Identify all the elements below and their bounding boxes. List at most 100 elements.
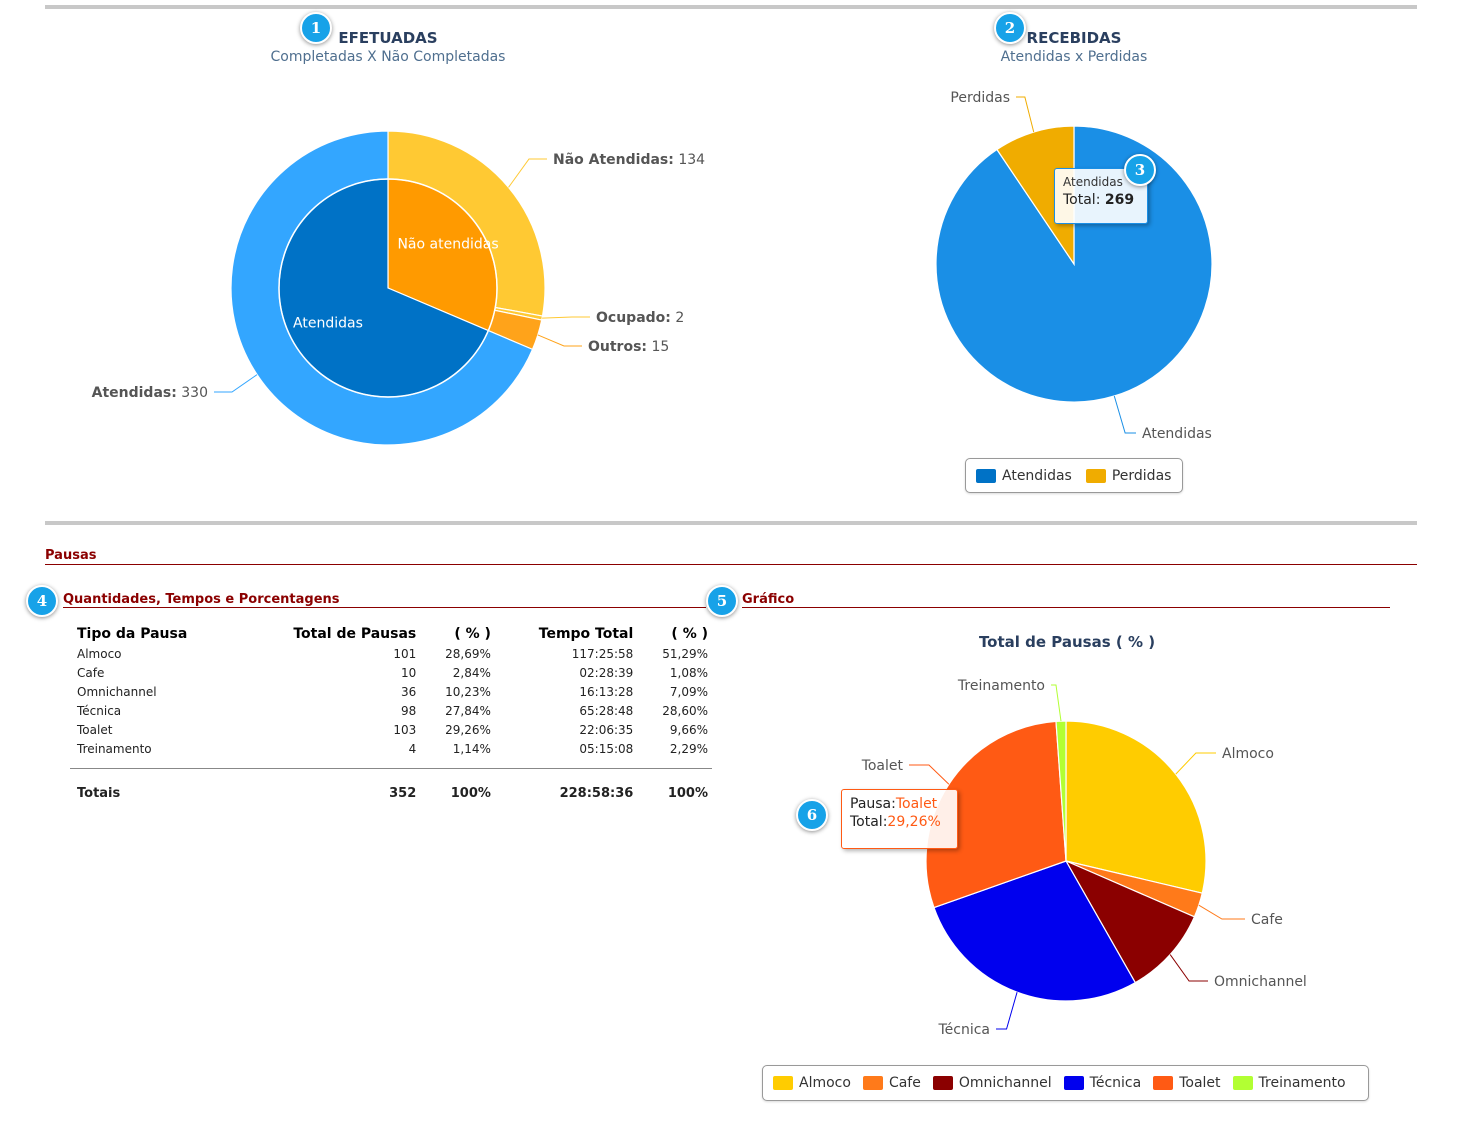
efetuadas-outer-label-atendidas: Atendidas: 330 xyxy=(92,385,208,401)
pausas-table-header: Tipo da Pausa Total de Pausas ( % ) Temp… xyxy=(70,624,712,644)
table-row: Toalet 103 29,26% 22:06:35 9,66% xyxy=(70,720,712,739)
efetuadas-subtitle: Completadas X Não Completadas xyxy=(270,49,506,65)
legend-swatch-atendidas xyxy=(976,468,996,483)
row-tipo: Toalet xyxy=(77,722,113,737)
row-total: 4 xyxy=(408,741,417,756)
legend-item-omnichannel[interactable]: Omnichannel xyxy=(932,1075,1052,1091)
row-tempo: 117:25:58 xyxy=(571,646,634,661)
legend-label-toalet: Toalet xyxy=(1179,1075,1221,1091)
pausas-label-almoco: Almoco xyxy=(1222,746,1274,762)
row-tipo: Omnichannel xyxy=(77,684,157,699)
table-section-title: Quantidades, Tempos e Porcentagens xyxy=(63,592,340,607)
row-pct: 2,84% xyxy=(452,665,491,680)
recebidas-subtitle: Atendidas x Perdidas xyxy=(1000,49,1148,65)
pausas-label-cafe: Cafe xyxy=(1251,912,1283,928)
pausas-slice-tecnica[interactable] xyxy=(933,860,1137,1002)
efetuadas-donut-chart: Não atendidas Atendidas Não Atendidas: 134… xyxy=(92,130,705,446)
pausas-tooltip-label2: Total: xyxy=(850,814,888,830)
table-row: Técnica 98 27,84% 65:28:48 28,60% xyxy=(70,701,712,720)
table-row: Omnichannel 36 10,23% 16:13:28 7,09% xyxy=(70,682,712,701)
totals-tempo-pct: 100% xyxy=(637,768,712,803)
legend-item-treinamento[interactable]: Treinamento xyxy=(1232,1075,1346,1091)
header-tipo: Tipo da Pausa xyxy=(77,626,188,642)
pausas-table: Tipo da Pausa Total de Pausas ( % ) Temp… xyxy=(70,624,712,803)
legend-item-cafe[interactable]: Cafe xyxy=(862,1075,921,1091)
pausas-slice-toalet[interactable] xyxy=(925,720,1067,909)
efetuadas-outer-label-nao-atendidas: Não Atendidas: 134 xyxy=(553,152,705,168)
efetuadas-inner-label-nao-atendidas: Não atendidas xyxy=(397,236,498,252)
row-tempo: 16:13:28 xyxy=(579,684,634,699)
pausas-connector-almoco xyxy=(1175,752,1216,775)
efetuadas-outer-label-outros: Outros: 15 xyxy=(588,339,669,355)
row-total: 98 xyxy=(400,703,417,718)
row-tempo: 02:28:39 xyxy=(579,665,634,680)
badge-3: 3 xyxy=(1124,154,1156,186)
table-section-line xyxy=(63,607,706,608)
legend-item-tecnica[interactable]: Técnica xyxy=(1063,1075,1141,1091)
row-pct: 29,26% xyxy=(445,722,491,737)
row-pct: 1,14% xyxy=(452,741,491,756)
legend-label-atendidas: Atendidas xyxy=(1002,467,1072,484)
pausas-tooltip-line2: Total:29,26% xyxy=(850,814,949,830)
table-row: Treinamento 4 1,14% 05:15:08 2,29% xyxy=(70,739,712,758)
pausas-tooltip-value2: 29,26% xyxy=(887,814,941,830)
row-tipo: Cafe xyxy=(77,665,105,680)
recebidas-connector-perdidas xyxy=(1016,96,1035,133)
legend-label-perdidas: Perdidas xyxy=(1111,467,1172,484)
recebidas-slice-perdidas[interactable] xyxy=(996,125,1075,266)
legend-label-almoco: Almoco xyxy=(799,1075,851,1091)
row-tempo: 05:15:08 xyxy=(579,741,634,756)
row-total: 10 xyxy=(400,665,417,680)
top-separator xyxy=(45,5,1417,9)
badge-4: 4 xyxy=(26,585,58,617)
pausas-legend: Almoco Cafe Omnichannel Técnica Toalet Treina… xyxy=(762,1065,1369,1101)
efetuadas-title: EFETUADAS xyxy=(338,29,438,47)
row-tempo-pct: 7,09% xyxy=(669,684,708,699)
legend-item-perdidas[interactable]: Perdidas xyxy=(1085,467,1172,484)
pausas-tooltip-value1: Toalet xyxy=(895,796,938,812)
legend-label-omnichannel: Omnichannel xyxy=(958,1075,1052,1091)
row-tempo: 65:28:48 xyxy=(579,703,634,718)
recebidas-label-perdidas: Perdidas xyxy=(950,90,1010,106)
efetuadas-connector-outros xyxy=(537,334,582,347)
row-total: 36 xyxy=(400,684,417,699)
pausas-section-title: Pausas xyxy=(45,548,97,563)
recebidas-legend: Atendidas Perdidas xyxy=(965,458,1183,493)
header-total-pausas: Total de Pausas xyxy=(293,626,417,642)
row-tipo: Almoco xyxy=(77,646,122,661)
recebidas-connector-atendidas xyxy=(1113,395,1136,434)
totals-pct: 100% xyxy=(420,768,495,803)
row-tempo-pct: 28,60% xyxy=(662,703,708,718)
table-row: Almoco 101 28,69% 117:25:58 51,29% xyxy=(70,644,712,663)
efetuadas-connector-nao-atendidas xyxy=(508,158,547,188)
recebidas-tooltip-total-label: Total: xyxy=(1063,192,1105,208)
legend-swatch-toalet xyxy=(1153,1076,1174,1090)
legend-swatch-perdidas xyxy=(1085,468,1106,483)
pausas-chart-title: Total de Pausas ( % ) xyxy=(978,633,1156,651)
row-tempo: 22:06:35 xyxy=(579,722,634,737)
recebidas-tooltip-total-value: 269 xyxy=(1104,192,1135,208)
recebidas-tooltip-total: Total: 269 xyxy=(1063,192,1139,208)
legend-item-almoco[interactable]: Almoco xyxy=(773,1075,851,1091)
efetuadas-inner-label-atendidas: Atendidas xyxy=(293,316,363,332)
table-row: Cafe 10 2,84% 02:28:39 1,08% xyxy=(70,663,712,682)
pausas-section-line xyxy=(45,564,1417,565)
totals-row: Totais 352 100% 228:58:36 100% xyxy=(70,768,712,803)
legend-label-treinamento: Treinamento xyxy=(1258,1075,1346,1091)
badge-6: 6 xyxy=(796,799,828,831)
totals-count: 352 xyxy=(238,768,421,803)
pausas-tooltip: Pausa:Toalet Total:29,26% xyxy=(841,789,958,849)
row-tempo-pct: 51,29% xyxy=(662,646,708,661)
legend-item-toalet[interactable]: Toalet xyxy=(1153,1075,1221,1091)
pausas-connector-omnichannel xyxy=(1169,954,1208,982)
header-pct-tempo: ( % ) xyxy=(671,626,708,642)
totals-label: Totais xyxy=(70,768,239,803)
recebidas-label-atendidas: Atendidas xyxy=(1142,426,1212,442)
pausas-connector-treinamento xyxy=(1051,684,1062,722)
pausas-connector-tecnica xyxy=(996,992,1018,1030)
pausas-label-omnichannel: Omnichannel xyxy=(1214,974,1307,990)
legend-item-atendidas[interactable]: Atendidas xyxy=(976,468,1072,484)
pausas-slice-almoco[interactable] xyxy=(1065,720,1207,894)
row-tempo-pct: 9,66% xyxy=(669,722,708,737)
